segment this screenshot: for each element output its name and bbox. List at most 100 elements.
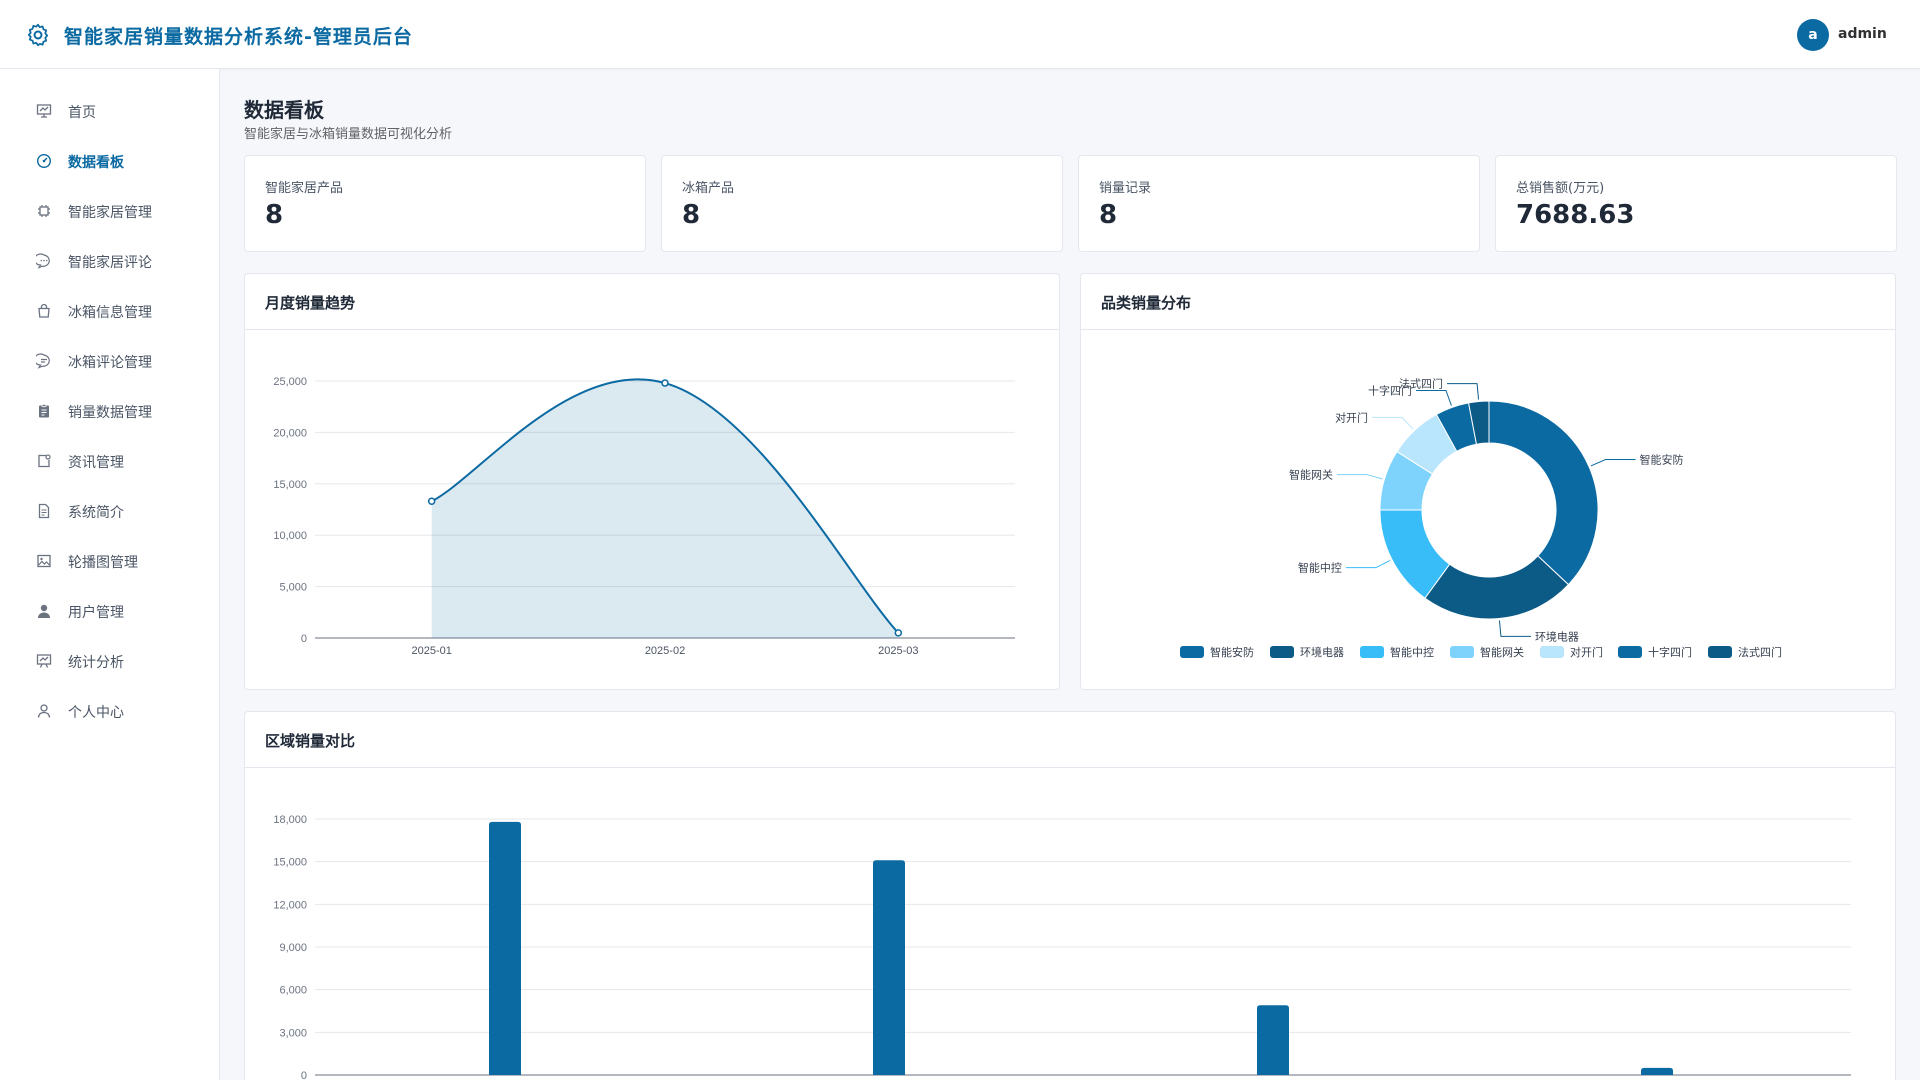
y-tick-label: 0: [301, 1070, 307, 1080]
legend-swatch: [1708, 646, 1732, 658]
y-tick-label: 6,000: [279, 985, 307, 997]
stat-card-sales-records: 销量记录 8: [1078, 155, 1480, 252]
slice-label: 十字四门: [1368, 384, 1412, 398]
page-title: 数据看板: [244, 98, 324, 122]
stat-value: 8: [682, 200, 701, 230]
stat-label: 冰箱产品: [682, 181, 735, 196]
stat-value: 8: [265, 200, 284, 230]
monthly-trend-chart: 0 5,000 10,000 15,000 20,000 25,000 2025-01 202…: [273, 376, 1015, 657]
slice-label: 智能安防: [1640, 453, 1684, 467]
x-tick-label: 2025-01: [411, 645, 451, 657]
y-tick-label: 3,000: [279, 1027, 307, 1039]
slice-label: 智能网关: [1289, 468, 1333, 482]
data-point: [427, 497, 436, 506]
y-tick-label: 12,000: [273, 899, 307, 911]
sidebar-item-fridge-info[interactable]: 冰箱信息管理: [0, 286, 219, 336]
label-leader: [1447, 383, 1480, 400]
stat-card-smart-home-products: 智能家居产品 8: [244, 155, 646, 252]
panel-header: 品类销量分布: [1081, 274, 1895, 330]
panel-title: 区域销量对比: [265, 732, 356, 750]
legend-swatch: [1270, 646, 1294, 658]
slice-label: 智能中控: [1298, 561, 1342, 575]
x-tick-label: 2025-02: [645, 645, 685, 657]
stat-value: 7688.63: [1516, 200, 1635, 230]
label-leader: [1345, 559, 1391, 569]
legend-swatch: [1180, 646, 1204, 658]
sidebar: 首页 数据看板 智能家居管理 智能家居评论 冰箱信息管理 冰箱评论管理 销量数据…: [0, 69, 220, 1080]
legend-swatch: [1618, 646, 1642, 658]
region-comparison-panel: 区域销量对比 0 3,000 6,000 9,000 12,000 15,000 18,00…: [244, 711, 1896, 1080]
y-tick-label: 15,000: [273, 479, 307, 491]
avatar[interactable]: a: [1797, 19, 1829, 51]
sidebar-item-label: 智能家居管理: [68, 205, 152, 221]
sidebar-item-fridge-comments[interactable]: 冰箱评论管理: [0, 336, 219, 386]
category-pie-chart: 智能安防环境电器智能中控智能网关对开门十字四门法式四门智能安防 环境电器 智能中控智…: [1180, 377, 1782, 659]
clipboard-icon: [39, 404, 49, 418]
sidebar-item-users[interactable]: 用户管理: [0, 586, 219, 636]
chip-icon: [38, 205, 50, 217]
stat-label: 智能家居产品: [265, 181, 344, 196]
chat-line-icon: [36, 353, 50, 369]
bag-icon: [38, 303, 50, 318]
sidebar-item-label: 销量数据管理: [68, 405, 152, 421]
sidebar-item-carousel[interactable]: 轮播图管理: [0, 536, 219, 586]
username[interactable]: admin: [1838, 26, 1887, 42]
panel-header: 月度销量趋势: [245, 274, 1059, 330]
stat-label: 总销售额(万元): [1516, 181, 1605, 196]
sidebar-item-label: 数据看板: [68, 155, 124, 171]
category-distribution-panel: 品类销量分布 智能安防 环境电器 智能中控 智能网关 对开门 十字四门 法式四门 智能安防 环境…: [1080, 273, 1896, 690]
sidebar-item-label: 轮播图管理: [68, 555, 138, 571]
bar: [1257, 1005, 1289, 1075]
sidebar-item-profile[interactable]: 个人中心: [0, 686, 219, 736]
sidebar-item-label: 个人中心: [68, 705, 124, 721]
sidebar-item-label: 冰箱信息管理: [68, 305, 152, 321]
sidebar-item-sales-data[interactable]: 销量数据管理: [0, 386, 219, 436]
y-tick-label: 25,000: [273, 376, 307, 388]
data-point: [894, 629, 903, 637]
sidebar-item-label: 资讯管理: [68, 455, 124, 471]
legend-label: 智能网关: [1480, 645, 1524, 659]
panel-title: 品类销量分布: [1101, 294, 1192, 312]
label-leader: [1372, 416, 1414, 430]
sidebar-item-smart-home[interactable]: 智能家居管理: [0, 186, 219, 236]
legend-label: 十字四门: [1648, 645, 1692, 659]
legend-label: 对开门: [1570, 645, 1603, 659]
label-leader: [1337, 474, 1383, 480]
sidebar-item-label: 用户管理: [68, 605, 124, 621]
app-title: 智能家居销量数据分析系统-管理员后台: [64, 26, 413, 48]
sidebar-item-home[interactable]: 首页: [0, 86, 219, 136]
legend-swatch: [1450, 646, 1474, 658]
stat-card-fridge-products: 冰箱产品 8: [661, 155, 1063, 252]
area-fill: [431, 379, 899, 638]
sidebar-item-label: 统计分析: [68, 655, 124, 671]
bar: [1641, 1067, 1673, 1075]
news-icon: [38, 454, 51, 468]
bar: [873, 860, 905, 1075]
legend-label: 环境电器: [1300, 645, 1344, 659]
y-tick-label: 18,000: [273, 814, 307, 826]
sidebar-item-system-intro[interactable]: 系统简介: [0, 486, 219, 536]
document-icon: [38, 503, 50, 519]
sidebar-item-dashboard[interactable]: 数据看板: [0, 136, 219, 186]
legend-swatch: [1360, 646, 1384, 658]
page-subtitle: 智能家居与冰箱销量数据可视化分析: [244, 127, 453, 142]
sidebar-item-news[interactable]: 资讯管理: [0, 436, 219, 486]
pie-slice: [1467, 400, 1490, 445]
label-leader: [1415, 390, 1452, 406]
monthly-trend-panel: 月度销量趋势 0 5,000 10,000 15,000 20,000 25,000 202…: [244, 273, 1060, 690]
slice-label: 对开门: [1335, 410, 1368, 424]
region-bar-chart: 0 3,000 6,000 9,000 12,000 15,000 18,000: [273, 814, 1851, 1080]
sidebar-item-smart-home-comments[interactable]: 智能家居评论: [0, 236, 219, 286]
sidebar-item-statistics[interactable]: 统计分析: [0, 636, 219, 686]
y-tick-label: 15,000: [273, 857, 307, 869]
stat-card-total-revenue: 总销售额(万元) 7688.63: [1495, 155, 1897, 252]
y-tick-label: 20,000: [273, 427, 307, 439]
y-tick-label: 10,000: [273, 530, 307, 542]
label-leader: [1498, 620, 1531, 637]
data-point: [661, 379, 669, 387]
picture-icon: [37, 554, 51, 568]
pie-slice: [1488, 400, 1599, 586]
slice-label: 法式四门: [1399, 377, 1443, 391]
presentation-icon: [36, 654, 52, 668]
label-leader: [1590, 459, 1636, 467]
